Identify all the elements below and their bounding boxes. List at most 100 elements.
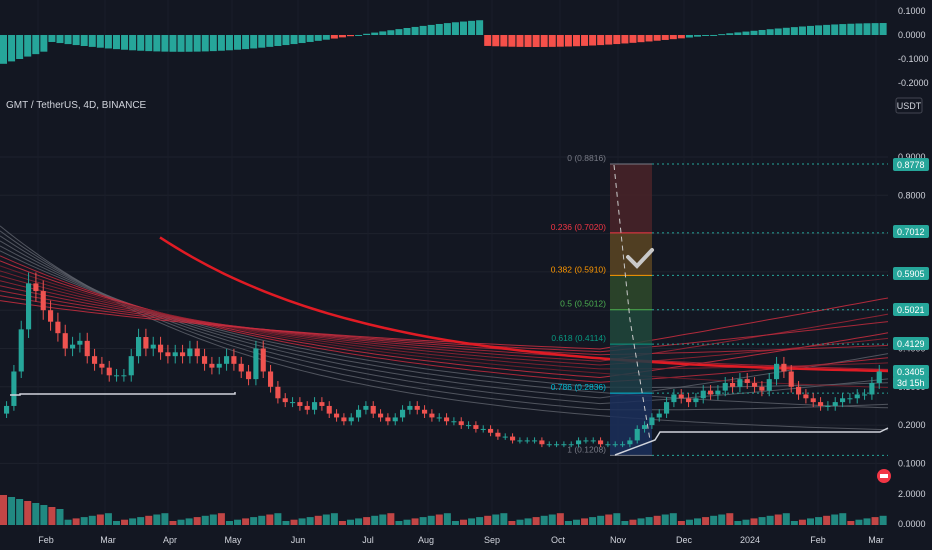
volume-bar [411, 518, 419, 525]
candle-body [722, 382, 728, 391]
volume-bar [403, 519, 411, 525]
volume-bar [685, 519, 693, 525]
osc-bar [169, 35, 177, 52]
osc-bar [137, 35, 145, 51]
candle-body [598, 440, 604, 445]
candle-body [187, 348, 193, 357]
volume-bar [782, 513, 790, 525]
candle-body [62, 333, 68, 349]
main-ema-line [159, 236, 889, 373]
osc-bar [653, 35, 661, 41]
price-tick-label: 0.8000 [898, 190, 926, 200]
osc-bar [540, 35, 548, 47]
usdt-scale-button[interactable]: USDT [895, 97, 923, 114]
candle-body [172, 352, 178, 357]
ema-line [0, 275, 889, 366]
volume-bar [193, 517, 201, 525]
fibonacci-retracement[interactable]: 0 (0.8816) 0.236 (0.7020) 0.382 (0.5910) 0.… [551, 153, 888, 456]
alert-icon[interactable] [877, 469, 891, 483]
candle-body [774, 363, 780, 380]
volume-bar [572, 519, 580, 525]
osc-bar [807, 25, 814, 35]
osc-bar [742, 31, 750, 35]
candle-body [876, 371, 882, 383]
candle-body [26, 283, 32, 330]
price-label-text: 0.3405 [897, 367, 925, 377]
osc-bar [451, 22, 459, 35]
candle-body [334, 413, 340, 418]
volume-bar [322, 514, 330, 525]
price-label: 0.4129 [893, 337, 929, 350]
osc-bar [685, 35, 693, 38]
candle-body [4, 405, 10, 414]
fib-level-label: 0.236 (0.7020) [551, 222, 606, 232]
candle-body [282, 398, 288, 403]
candle-body [847, 398, 853, 400]
osc-bar [64, 35, 72, 45]
price-label-bg [893, 267, 929, 280]
candle-body [121, 375, 127, 377]
osc-tick-label: -0.1000 [898, 54, 929, 64]
osc-bar [637, 35, 645, 43]
osc-bar [250, 35, 258, 49]
candle-body [84, 340, 90, 357]
volume-bar [710, 515, 718, 525]
volume-tick-label: 2.0000 [898, 489, 926, 499]
candle-body [473, 425, 479, 429]
osc-bar [798, 26, 806, 35]
osc-bar [395, 29, 403, 35]
candle-body [539, 440, 545, 445]
volume-bar [217, 513, 225, 525]
time-axis[interactable]: Feb Mar Apr May Jun Jul Aug Sep Oct Nov Dec 2024 Feb… [38, 535, 884, 545]
volume-bar [32, 503, 40, 525]
price-label-bg [893, 365, 929, 378]
ema-line [0, 280, 889, 362]
volume-bar [645, 517, 653, 525]
volume-bar [88, 515, 96, 525]
candle-body [517, 440, 523, 442]
volume-bar [451, 521, 459, 525]
candle-body [781, 363, 787, 372]
candle-body [532, 440, 538, 442]
osc-bar [492, 35, 500, 47]
volume-bar [56, 509, 64, 525]
osc-bar [524, 35, 532, 47]
osc-bar [879, 23, 887, 35]
volume-bar [314, 515, 322, 525]
volume-bar [855, 519, 863, 525]
price-tick-label: 0.9000 [898, 152, 926, 162]
osc-bar [669, 35, 677, 40]
osc-bar [104, 35, 112, 49]
candle-body [869, 382, 875, 395]
candle-body [752, 382, 758, 387]
candle-body [664, 402, 670, 414]
volume-bar [48, 507, 56, 525]
volume-bar [298, 518, 306, 525]
time-axis-label: 2024 [740, 535, 760, 545]
volume-bar [161, 513, 169, 525]
osc-bar [121, 35, 129, 50]
candle-body [649, 417, 655, 426]
volume-bar [734, 521, 742, 525]
candlestick-series [4, 272, 889, 456]
osc-bar [734, 32, 742, 35]
candle-body [854, 394, 860, 399]
osc-bar [72, 35, 80, 46]
volume-bar [129, 518, 137, 525]
osc-bar [726, 33, 734, 35]
volume-bar [653, 515, 661, 525]
osc-bar [153, 35, 161, 52]
candle-body [128, 356, 134, 376]
candle-body [55, 321, 61, 334]
candle-body [766, 379, 772, 391]
candle-body [114, 375, 120, 377]
candle-body [546, 444, 552, 446]
volume-bar [637, 518, 645, 525]
ema-line [0, 225, 889, 431]
volume-bar [371, 515, 379, 525]
volume-bar [863, 518, 871, 525]
ema-line [0, 285, 889, 370]
osc-bar [387, 30, 395, 35]
candle-body [275, 386, 281, 399]
